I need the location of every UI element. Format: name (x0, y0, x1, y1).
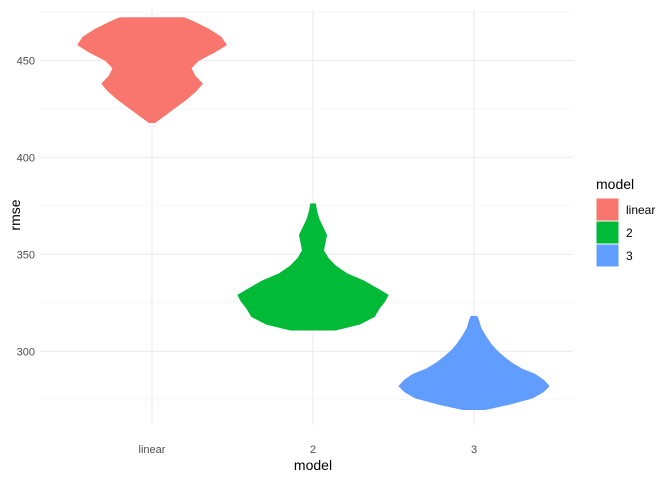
x-axis-title: model (294, 457, 332, 473)
legend-title: model (596, 176, 634, 192)
legend-label-linear: linear (626, 203, 655, 217)
violin-linear (77, 17, 227, 123)
x-tick-label: 2 (310, 444, 316, 456)
violins (77, 17, 550, 410)
y-tick-label: 300 (17, 346, 35, 358)
y-axis-title: rmse (7, 199, 23, 230)
plot-panel (40, 10, 573, 425)
x-tick-label: 3 (471, 444, 477, 456)
violin-2 (237, 203, 389, 331)
x-axis-ticks: linear 2 3 (139, 444, 478, 456)
y-tick-label: 350 (17, 249, 35, 261)
y-axis-ticks: 300 350 400 450 (17, 55, 35, 358)
y-tick-label: 450 (17, 55, 35, 67)
x-tick-label: linear (139, 444, 166, 456)
legend-label-3: 3 (626, 249, 633, 263)
legend-items: linear 2 3 (595, 197, 655, 268)
violin-3 (398, 315, 550, 410)
y-tick-label: 400 (17, 152, 35, 164)
legend-key-2 (595, 220, 620, 245)
legend-key-linear (595, 197, 620, 222)
legend: model linear 2 3 (595, 176, 655, 268)
legend-key-3 (595, 243, 620, 268)
legend-label-2: 2 (626, 226, 633, 240)
